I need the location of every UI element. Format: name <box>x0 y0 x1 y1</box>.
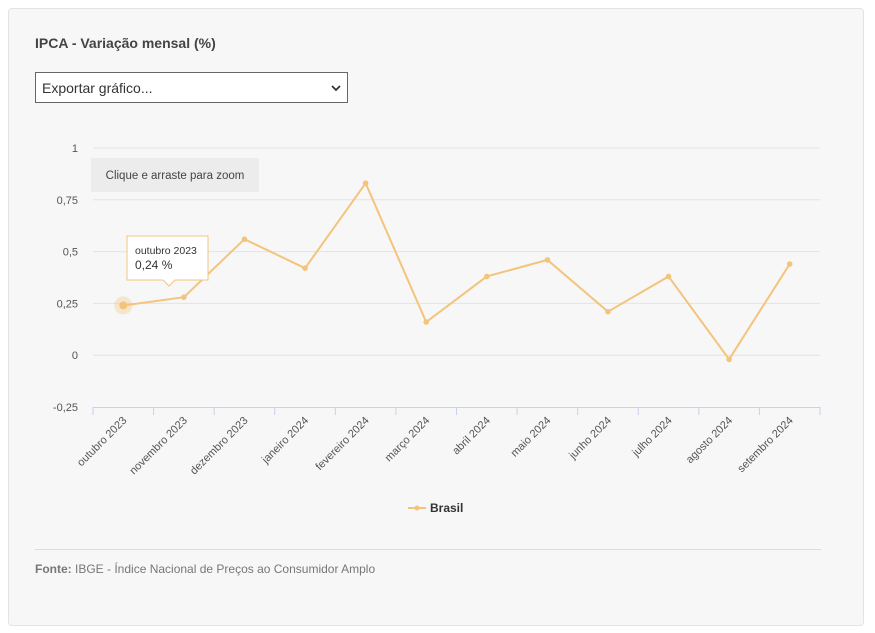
zoom-hint-text: Clique e arraste para zoom <box>106 170 245 182</box>
y-tick-label: -0,25 <box>53 402 78 414</box>
source-note: Fonte: IBGE - Índice Nacional de Preços … <box>35 562 375 576</box>
source-text: IBGE - Índice Nacional de Preços ao Cons… <box>75 562 376 576</box>
series-brasil[interactable] <box>114 180 793 363</box>
y-axis-ticks: 1 0,75 0,5 0,25 0 -0,25 <box>53 143 78 414</box>
data-point[interactable] <box>423 319 430 325</box>
y-tick-label: 0,25 <box>57 298 78 310</box>
zoom-hint: Clique e arraste para zoom <box>91 158 259 192</box>
y-tick-label: 1 <box>72 143 78 155</box>
data-point[interactable] <box>119 301 128 310</box>
data-point[interactable] <box>605 308 611 315</box>
x-tick-label: março 2024 <box>383 415 433 465</box>
x-tick-label: fevereiro 2024 <box>314 415 372 473</box>
chevron-down-icon <box>331 84 341 91</box>
series-line <box>123 181 791 362</box>
x-tick-label: julho 2024 <box>630 415 675 460</box>
tooltip: outubro 2023 0,24 % <box>126 235 209 287</box>
x-tick-label: agosto 2024 <box>684 415 735 466</box>
legend-label: Brasil <box>430 501 463 515</box>
chart-title: IPCA - Variação mensal (%) <box>35 35 216 51</box>
y-tick-label: 0,5 <box>63 247 78 259</box>
data-point[interactable] <box>483 273 490 280</box>
data-point[interactable] <box>362 180 369 187</box>
data-point[interactable] <box>181 294 187 300</box>
legend-marker <box>414 505 420 511</box>
y-tick-label: 0,75 <box>57 195 78 207</box>
x-tick-label: novembro 2023 <box>127 415 190 478</box>
x-axis <box>92 407 821 415</box>
export-select-label: Exportar gráfico... <box>42 79 153 96</box>
y-tick-label: 0 <box>72 350 78 362</box>
x-tick-label: maio 2024 <box>509 415 554 460</box>
x-tick-label: abril 2024 <box>450 415 493 458</box>
x-tick-label: dezembro 2023 <box>188 415 251 478</box>
source-label: Fonte: <box>35 562 72 576</box>
export-select[interactable]: Exportar gráfico... <box>35 72 348 103</box>
chart-card <box>8 8 864 626</box>
x-tick-label: setembro 2024 <box>735 415 795 475</box>
data-point[interactable] <box>544 257 551 263</box>
data-point[interactable] <box>241 236 248 242</box>
data-point[interactable] <box>302 265 308 271</box>
footer-divider <box>35 549 821 550</box>
grid-lines <box>93 147 820 356</box>
x-tick-label: outubro 2023 <box>75 415 129 469</box>
data-point[interactable] <box>665 273 672 280</box>
data-point[interactable] <box>786 261 793 267</box>
tooltip-value: 0,24 % <box>135 258 173 272</box>
tooltip-label: outubro 2023 <box>135 245 197 257</box>
data-point[interactable] <box>726 356 732 363</box>
x-tick-label: junho 2024 <box>566 415 614 463</box>
x-tick-label: janeiro 2024 <box>259 415 311 467</box>
legend[interactable]: Brasil <box>408 501 463 515</box>
